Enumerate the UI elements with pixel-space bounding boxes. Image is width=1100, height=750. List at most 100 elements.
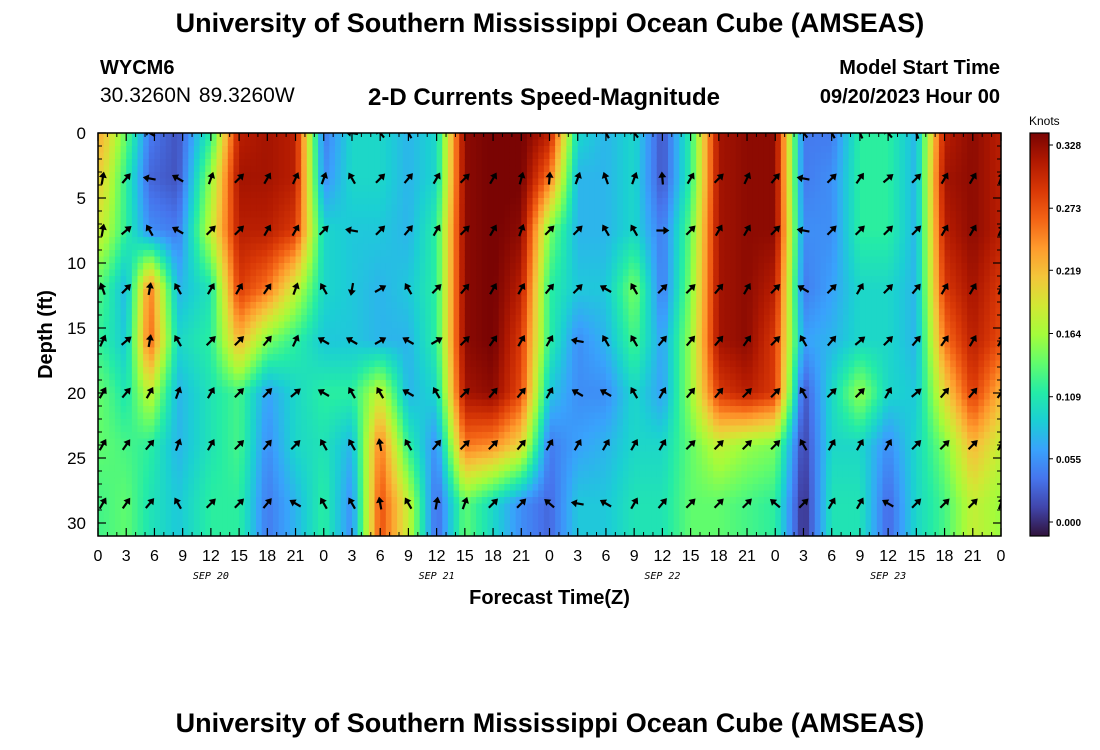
heatmap-cell bbox=[126, 152, 133, 160]
heatmap-cell bbox=[447, 523, 455, 531]
heatmap-cell bbox=[481, 224, 489, 232]
heatmap-cell bbox=[504, 172, 511, 180]
heatmap-cell bbox=[532, 451, 539, 459]
heatmap-cell bbox=[447, 503, 455, 511]
heatmap-cell bbox=[154, 412, 161, 420]
heatmap-cell bbox=[216, 230, 223, 238]
heatmap-cell bbox=[171, 360, 178, 368]
heatmap-cell bbox=[447, 237, 455, 245]
heatmap-cell bbox=[487, 432, 494, 440]
heatmap-cell bbox=[233, 295, 240, 303]
heatmap-cell bbox=[244, 237, 251, 245]
heatmap-cell bbox=[114, 185, 122, 193]
heatmap-cell bbox=[504, 295, 511, 303]
heatmap-cell bbox=[509, 308, 517, 316]
heatmap-cell bbox=[481, 133, 489, 141]
heatmap-cell bbox=[312, 445, 319, 453]
heatmap-cell bbox=[205, 399, 212, 407]
heatmap-cell bbox=[250, 425, 257, 433]
heatmap-cell bbox=[318, 367, 325, 375]
heatmap-cell bbox=[148, 302, 156, 310]
heatmap-cell bbox=[261, 276, 268, 284]
heatmap-cell bbox=[442, 315, 449, 323]
heatmap-cell bbox=[408, 230, 415, 238]
heatmap-cell bbox=[509, 393, 517, 401]
heatmap-cell bbox=[289, 438, 297, 446]
heatmap-cell bbox=[295, 445, 302, 453]
heatmap-cell bbox=[318, 256, 325, 264]
heatmap-cell bbox=[453, 425, 460, 433]
heatmap-cell bbox=[481, 510, 489, 518]
heatmap-cell bbox=[160, 347, 167, 355]
heatmap-cell bbox=[453, 159, 460, 167]
heatmap-cell bbox=[436, 269, 443, 277]
heatmap-cell bbox=[543, 178, 551, 186]
heatmap-cell bbox=[239, 510, 246, 518]
heatmap-cell bbox=[318, 347, 325, 355]
heatmap-cell bbox=[312, 211, 319, 219]
heatmap-cell bbox=[493, 464, 500, 472]
heatmap-cell bbox=[278, 178, 285, 186]
heatmap-cell bbox=[329, 341, 336, 349]
heatmap-cell bbox=[284, 373, 291, 381]
heatmap-cell bbox=[414, 295, 421, 303]
heatmap-cell bbox=[109, 308, 116, 316]
heatmap-cell bbox=[385, 347, 393, 355]
heatmap-cell bbox=[177, 315, 184, 323]
heatmap-cell bbox=[509, 490, 517, 498]
heatmap-cell bbox=[402, 503, 409, 511]
heatmap-cell bbox=[199, 328, 206, 336]
heatmap-cell bbox=[295, 315, 302, 323]
heatmap-cell bbox=[182, 328, 189, 336]
heatmap-cell bbox=[278, 354, 285, 362]
heatmap-cell bbox=[267, 367, 274, 375]
heatmap-cell bbox=[430, 302, 438, 310]
heatmap-cell bbox=[278, 243, 285, 251]
heatmap-cell bbox=[351, 191, 359, 199]
heatmap-cell bbox=[453, 497, 460, 505]
heatmap-cell bbox=[239, 295, 246, 303]
heatmap-cell bbox=[312, 237, 319, 245]
heatmap-cell bbox=[171, 490, 178, 498]
heatmap-cell bbox=[374, 152, 381, 160]
heatmap-cell bbox=[419, 399, 426, 407]
heatmap-cell bbox=[481, 217, 489, 225]
heatmap-cell bbox=[109, 133, 116, 141]
heatmap-cell bbox=[329, 133, 336, 141]
heatmap-cell bbox=[329, 237, 336, 245]
heatmap-cell bbox=[402, 191, 409, 199]
heatmap-cell bbox=[323, 315, 330, 323]
heatmap-cell bbox=[538, 354, 545, 362]
heatmap-cell bbox=[154, 464, 161, 472]
heatmap-cell bbox=[509, 347, 517, 355]
heatmap-cell bbox=[397, 510, 404, 518]
heatmap-cell bbox=[504, 380, 511, 388]
heatmap-cell bbox=[165, 367, 172, 375]
heatmap-cell bbox=[284, 458, 291, 466]
heatmap-cell bbox=[351, 243, 359, 251]
heatmap-cell bbox=[272, 458, 280, 466]
heatmap-cell bbox=[278, 497, 285, 505]
heatmap-cell bbox=[521, 133, 528, 141]
heatmap-cell bbox=[543, 282, 551, 290]
heatmap-cell bbox=[498, 497, 505, 505]
heatmap-cell bbox=[261, 367, 268, 375]
heatmap-cell bbox=[233, 159, 240, 167]
heatmap-cell bbox=[312, 393, 319, 401]
heatmap-cell bbox=[402, 458, 409, 466]
heatmap-cell bbox=[137, 185, 144, 193]
heatmap-cell bbox=[481, 490, 489, 498]
heatmap-cell bbox=[210, 328, 218, 336]
heatmap-cell bbox=[346, 419, 353, 427]
heatmap-cell bbox=[306, 419, 314, 427]
heatmap-cell bbox=[244, 198, 251, 206]
heatmap-cell bbox=[363, 393, 370, 401]
heatmap-cell bbox=[515, 302, 522, 310]
heatmap-cell bbox=[301, 217, 308, 225]
heatmap-cell bbox=[222, 503, 229, 511]
heatmap-cell bbox=[182, 146, 189, 154]
heatmap-cell bbox=[323, 464, 330, 472]
heatmap-cell bbox=[543, 373, 551, 381]
heatmap-cell bbox=[216, 237, 223, 245]
heatmap-cell bbox=[476, 425, 483, 433]
